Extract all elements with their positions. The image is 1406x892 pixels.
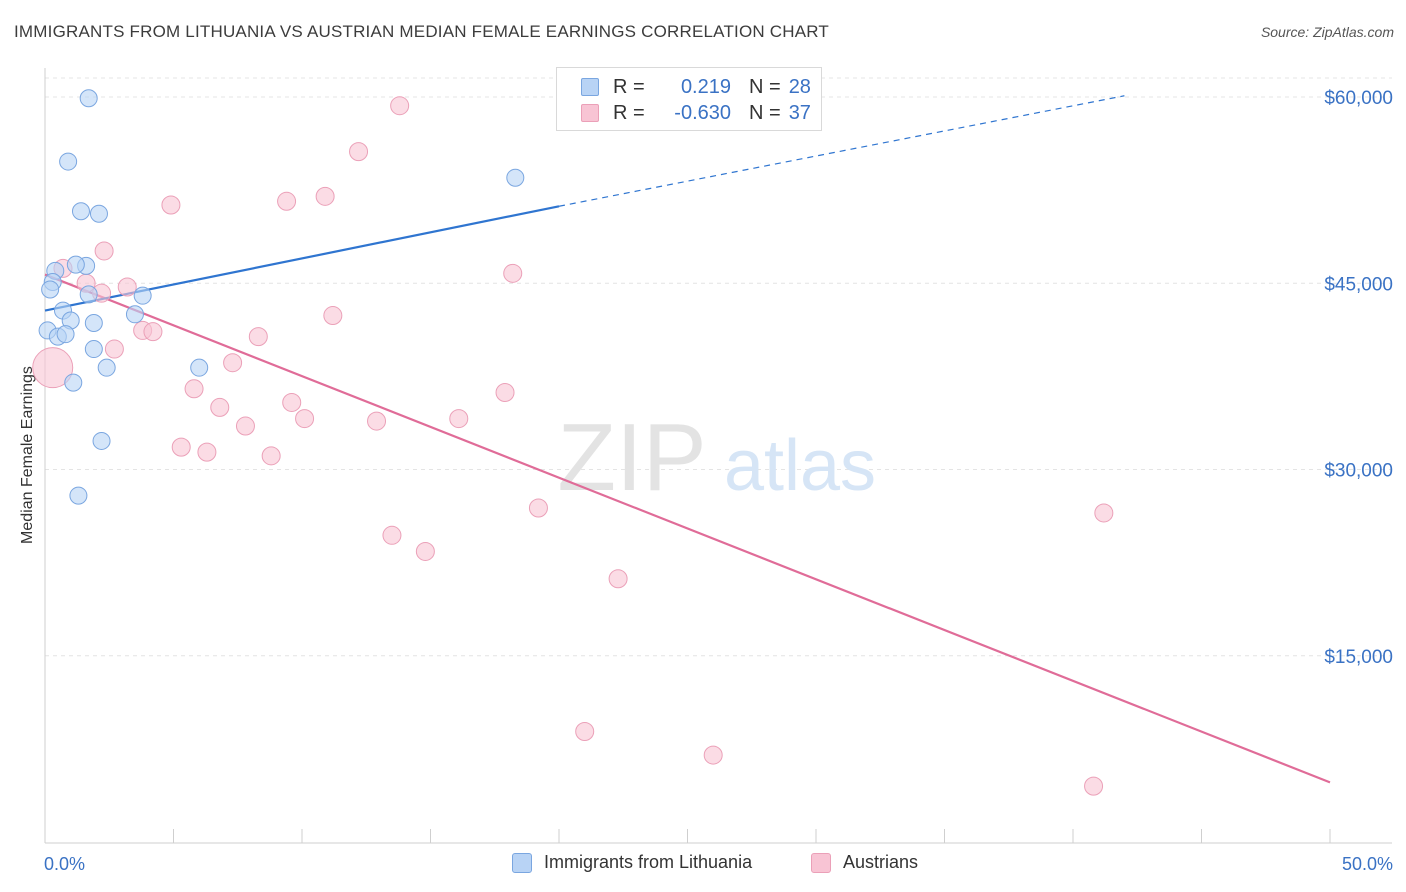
austrians-point — [184, 379, 204, 399]
lithuania-trend-extension — [558, 95, 1125, 207]
n-label: N = — [749, 75, 781, 98]
lithuania-point — [92, 431, 111, 450]
r-value: 0.219 — [680, 75, 731, 98]
lithuania-point — [79, 285, 98, 304]
austrians-point — [248, 327, 268, 347]
grid-lines — [45, 77, 1392, 657]
lithuania-point — [89, 204, 108, 223]
austrians-point — [235, 416, 255, 436]
lithuania-point — [71, 202, 90, 221]
lithuania-point — [59, 152, 78, 171]
lithuania-point — [66, 255, 85, 274]
lithuania-point — [133, 286, 152, 305]
austrians-point — [382, 525, 402, 545]
austrians-point — [703, 745, 723, 765]
austrians-point — [197, 442, 217, 462]
austrians-point — [503, 263, 523, 283]
r-label: R = — [613, 75, 645, 98]
austrians-point — [32, 347, 74, 389]
lithuania-point — [190, 358, 209, 377]
n-value: 28 — [788, 75, 811, 98]
legend-item-lithuania[interactable]: Immigrants from Lithuania — [512, 852, 752, 873]
austrians-point — [143, 322, 163, 342]
stats-legend: R = 0.219 N = 28 R = -0.630 N = 37 — [556, 67, 822, 131]
source-credit: Source: ZipAtlas.com — [1260, 24, 1394, 40]
austrians-point — [104, 339, 124, 359]
axes — [44, 68, 1392, 844]
y-tick-label: $30,000 — [1324, 461, 1393, 482]
austrians-point — [528, 498, 548, 518]
austrians-point — [315, 186, 335, 206]
lithuania-legend-swatch — [512, 852, 532, 873]
austrians-point — [495, 383, 515, 403]
austrians-point — [282, 392, 302, 412]
austrians-point — [367, 411, 387, 431]
austrians-point — [117, 277, 137, 297]
austrians-point — [390, 96, 410, 116]
austrians-point — [295, 409, 315, 429]
austrians-point — [277, 191, 297, 211]
series-legend: Immigrants from Lithuania Austrians — [0, 852, 1406, 876]
watermark-atlas: atlas — [724, 426, 876, 506]
austrians-point — [261, 446, 281, 466]
lithuania-point — [506, 168, 525, 187]
austrians-point — [349, 142, 369, 162]
lithuania-point — [69, 486, 88, 505]
lithuania-swatch — [581, 78, 599, 96]
n-value: 37 — [788, 101, 811, 124]
lithuania-point — [84, 340, 103, 359]
austrians-swatch — [581, 104, 599, 122]
austrians-point — [210, 397, 230, 417]
stats-row-lithuania: R = 0.219 N = 28 — [581, 75, 811, 99]
austrians-point — [1084, 776, 1104, 796]
tick-labels: $15,000 $30,000 $45,000 $60,000 0.0% 50.0% — [44, 88, 1393, 874]
lithuania-point — [125, 305, 144, 324]
austrians-legend-swatch — [811, 852, 831, 873]
austrians-point — [223, 353, 243, 373]
x-tick-label: 0.0% — [44, 854, 85, 874]
x-tick-label: 50.0% — [1342, 854, 1393, 874]
austrians-point — [1094, 503, 1114, 523]
austrians-point — [323, 306, 343, 326]
legend-label-lithuania: Immigrants from Lithuania — [544, 852, 753, 872]
r-value: -0.630 — [674, 101, 731, 124]
austrians-point — [94, 241, 114, 261]
lithuania-point — [97, 358, 116, 377]
data-points — [32, 89, 1114, 796]
r-label: R = — [613, 101, 645, 124]
lithuania-point — [41, 280, 60, 299]
n-label: N = — [749, 101, 781, 124]
lithuania-point — [64, 373, 83, 392]
austrians-point — [415, 541, 435, 561]
lithuania-point — [79, 89, 98, 108]
lithuania-point — [84, 313, 103, 332]
austrians-point — [449, 409, 469, 429]
watermark: ZIP atlas — [557, 404, 876, 511]
legend-item-austrians[interactable]: Austrians — [811, 852, 918, 873]
watermark-zip: ZIP — [557, 404, 706, 511]
y-tick-label: $45,000 — [1324, 274, 1393, 295]
austrians-point — [608, 569, 628, 589]
chart-title: IMMIGRANTS FROM LITHUANIA VS AUSTRIAN ME… — [14, 22, 830, 41]
legend-label-austrians: Austrians — [843, 852, 919, 872]
austrians-point — [171, 437, 191, 457]
stats-row-austrians: R = -0.630 N = 37 — [581, 101, 811, 125]
y-tick-label: $15,000 — [1324, 647, 1393, 668]
austrians-point — [575, 721, 595, 741]
lithuania-point — [56, 325, 75, 344]
austrians-point — [161, 195, 181, 215]
austrians-trend-line — [44, 273, 1331, 784]
y-tick-label: $60,000 — [1324, 88, 1393, 109]
